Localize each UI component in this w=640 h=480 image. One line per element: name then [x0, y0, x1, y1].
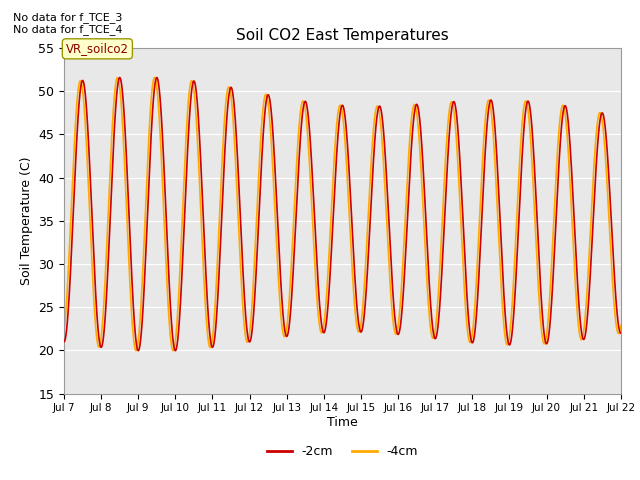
X-axis label: Time: Time	[327, 416, 358, 429]
Y-axis label: Soil Temperature (C): Soil Temperature (C)	[20, 156, 33, 285]
Title: Soil CO2 East Temperatures: Soil CO2 East Temperatures	[236, 28, 449, 43]
Text: VR_soilco2: VR_soilco2	[66, 42, 129, 55]
Text: No data for f_TCE_4: No data for f_TCE_4	[13, 24, 122, 35]
Text: No data for f_TCE_3: No data for f_TCE_3	[13, 12, 122, 23]
Legend: -2cm, -4cm: -2cm, -4cm	[262, 440, 423, 463]
